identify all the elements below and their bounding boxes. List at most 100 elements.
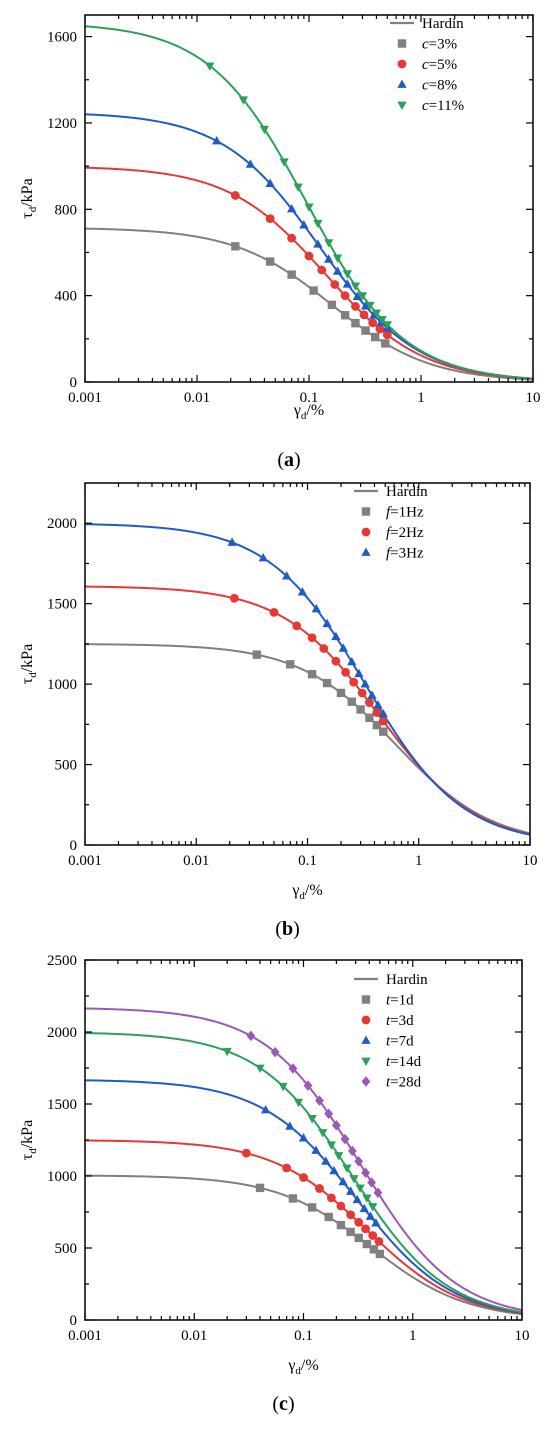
panel-label-b: (b) — [275, 918, 299, 940]
data-point-c-5-6 — [324, 1108, 334, 1120]
data-point-c-2-3 — [299, 1173, 308, 1182]
y-tick-label-c-1: 0 — [70, 1313, 78, 1329]
data-point-c-4-1 — [222, 1047, 232, 1057]
panel-label-open-b: ( — [275, 918, 282, 940]
data-point-b-3-7 — [331, 631, 341, 641]
legend-label-a-4: c=11% — [422, 98, 464, 114]
data-point-a-3-1 — [212, 136, 222, 145]
legend-value-c-3: =7d — [390, 1034, 414, 1050]
data-point-a-4-9 — [332, 254, 343, 263]
data-point-c-2-10 — [368, 1231, 378, 1240]
data-point-c-5-5 — [315, 1095, 324, 1106]
legend-var-c-5: t — [386, 1075, 391, 1091]
hardin-curve-b-1 — [84, 643, 531, 835]
data-point-c-5-9 — [347, 1145, 357, 1157]
data-point-a-4-10 — [342, 270, 352, 279]
data-point-b-1-10 — [379, 727, 388, 736]
y-tick-label-b-5: 2000 — [47, 516, 77, 532]
x-axis-label-rest-a: /% — [306, 402, 324, 419]
y-tick-label-b-2: 500 — [55, 758, 78, 774]
data-point-b-1-6 — [347, 697, 356, 706]
legend-var-c-1: t — [386, 993, 391, 1009]
data-point-b-1-7 — [356, 705, 365, 714]
data-point-a-4-13 — [365, 301, 375, 311]
data-point-b-1-9 — [372, 720, 382, 730]
data-point-a-4-2 — [238, 96, 249, 105]
data-point-c-1-6 — [346, 1227, 355, 1237]
data-point-b-2-8 — [349, 677, 359, 687]
data-point-c-3-3 — [298, 1133, 309, 1142]
y-axis-label-main-a: τ — [19, 212, 36, 219]
data-point-c-1-5 — [336, 1220, 346, 1230]
y-tick-label-a-1: 0 — [70, 375, 78, 391]
data-point-c-2-11 — [374, 1236, 384, 1246]
data-point-c-4-5 — [307, 1115, 317, 1124]
legend-var-c-3: t — [386, 1034, 391, 1050]
x-axis-label-rest-b: /% — [305, 882, 323, 899]
x-tick-label-c-5: 10 — [515, 1328, 530, 1344]
data-point-a-3-10 — [352, 291, 362, 300]
data-point-b-3-10 — [354, 668, 364, 678]
data-point-b-2-2 — [269, 607, 279, 617]
legend-marker-c-4 — [361, 1057, 371, 1067]
x-axis-label-main-c: γ — [287, 1357, 295, 1374]
data-point-a-2-6 — [330, 280, 340, 289]
data-point-c-2-6 — [336, 1201, 346, 1211]
data-point-a-4-5 — [293, 183, 303, 192]
legend-marker-c-1 — [361, 995, 371, 1004]
data-point-a-4-6 — [304, 203, 314, 212]
data-point-c-4-3 — [278, 1082, 288, 1092]
y-tick-label-a-5: 1600 — [47, 30, 77, 46]
panel-label-c: (c) — [272, 1393, 294, 1415]
y-tick-label-b-4: 1500 — [47, 597, 77, 613]
legend-value-a-1: =3% — [429, 37, 457, 53]
data-point-a-2-2 — [265, 214, 275, 224]
legend-label-a-1: c=3% — [422, 37, 457, 53]
data-point-b-1-3 — [307, 669, 317, 679]
data-point-b-1-4 — [322, 678, 332, 688]
panel-label-letter-c: c — [279, 1393, 288, 1415]
legend-value-b-1: =1Hz — [390, 505, 424, 521]
data-point-a-2-3 — [287, 233, 297, 243]
data-point-a-2-10 — [368, 318, 378, 328]
y-tick-label-a-4: 1200 — [47, 116, 77, 132]
data-point-b-3-8 — [338, 643, 348, 652]
data-point-c-3-5 — [321, 1156, 331, 1165]
data-point-b-2-12 — [378, 716, 388, 726]
data-point-c-2-9 — [361, 1224, 370, 1234]
data-point-a-4-8 — [324, 239, 334, 248]
data-point-b-1-1 — [252, 650, 261, 659]
data-point-c-2-2 — [282, 1163, 291, 1173]
data-point-b-2-9 — [357, 688, 367, 698]
data-point-c-3-8 — [346, 1186, 356, 1195]
data-point-b-2-7 — [341, 667, 351, 677]
data-point-c-4-11 — [355, 1184, 365, 1193]
data-point-a-1-3 — [287, 270, 296, 279]
legend-value-a-2: =5% — [429, 57, 457, 73]
data-point-b-2-3 — [292, 621, 302, 631]
legend-label-b-3: f=3Hz — [386, 546, 424, 562]
legend-value-c-4: =14d — [390, 1054, 421, 1070]
data-point-c-3-9 — [352, 1194, 362, 1204]
legend-var-c-4: t — [386, 1054, 391, 1070]
legend-marker-b-1 — [361, 507, 371, 516]
x-tick-label-b-5: 10 — [523, 853, 538, 869]
data-point-c-4-7 — [326, 1141, 337, 1150]
x-tick-label-a-2: 0.01 — [184, 390, 210, 406]
panel-label-close-a: ) — [294, 449, 301, 471]
data-point-a-1-10 — [381, 339, 390, 348]
data-point-c-4-6 — [318, 1129, 328, 1138]
y-axis-label-sub-c: d — [27, 1148, 39, 1154]
data-point-a-3-7 — [324, 254, 334, 263]
data-point-a-1-1 — [231, 242, 240, 251]
y-tick-label-b-3: 1000 — [47, 677, 77, 693]
panel-label-letter-b: b — [282, 918, 293, 940]
x-axis-label-sub-b: d — [299, 890, 305, 902]
data-point-b-3-11 — [360, 679, 370, 688]
data-point-a-1-4 — [309, 286, 318, 295]
data-point-c-5-11 — [361, 1167, 370, 1178]
data-point-c-1-1 — [255, 1183, 265, 1193]
x-tick-label-c-2: 0.01 — [181, 1328, 207, 1344]
